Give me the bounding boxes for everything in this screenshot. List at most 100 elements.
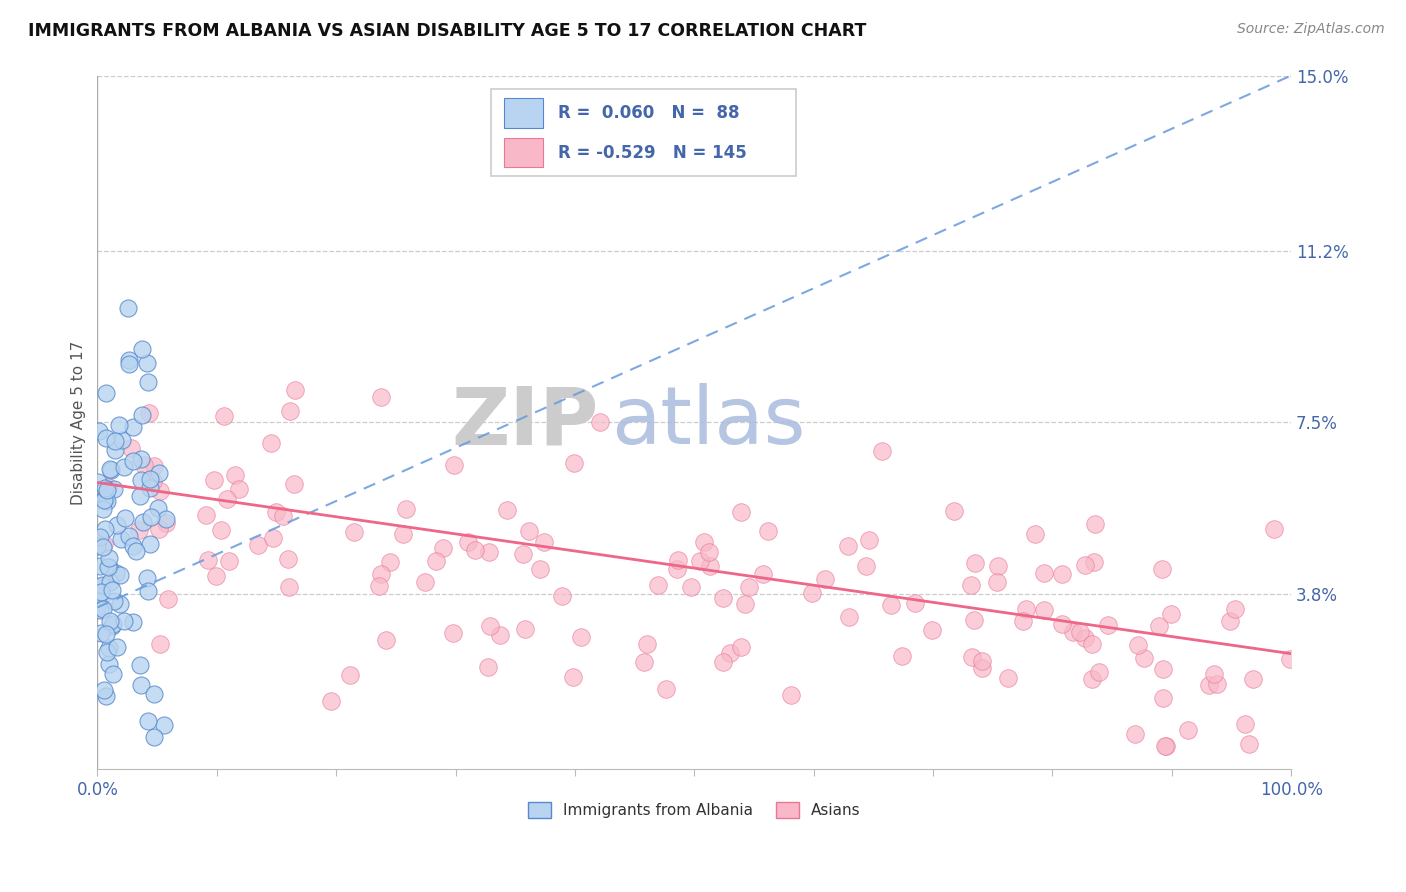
Point bbox=[87, 424, 110, 438]
Point bbox=[94, 492, 117, 507]
Point bbox=[1087, 665, 1109, 679]
Point bbox=[513, 622, 536, 636]
Point bbox=[108, 417, 131, 432]
Point bbox=[93, 683, 115, 698]
Point bbox=[1133, 650, 1156, 665]
Point bbox=[718, 646, 741, 660]
Point bbox=[392, 527, 415, 541]
Point bbox=[121, 454, 143, 468]
Point bbox=[697, 544, 720, 558]
Point bbox=[108, 597, 131, 611]
Point bbox=[1050, 617, 1073, 632]
Point bbox=[1032, 566, 1054, 581]
Point bbox=[277, 552, 299, 566]
Point bbox=[891, 649, 914, 664]
Point bbox=[132, 515, 155, 529]
Point bbox=[104, 434, 127, 448]
Point bbox=[138, 406, 160, 420]
Point bbox=[443, 458, 465, 473]
Point bbox=[111, 433, 134, 447]
Point bbox=[855, 558, 877, 573]
Point bbox=[262, 531, 284, 545]
Point bbox=[1198, 678, 1220, 692]
Point bbox=[97, 550, 120, 565]
Point bbox=[693, 535, 716, 549]
Point bbox=[751, 567, 773, 582]
Point bbox=[96, 645, 118, 659]
Point bbox=[1074, 631, 1097, 645]
Point bbox=[1083, 555, 1105, 569]
Point bbox=[479, 619, 502, 633]
Point bbox=[97, 560, 120, 574]
Point bbox=[103, 482, 125, 496]
Point bbox=[529, 562, 551, 576]
Point bbox=[97, 559, 120, 574]
Point bbox=[457, 535, 479, 549]
Point bbox=[647, 578, 669, 592]
Point bbox=[880, 598, 903, 612]
Point bbox=[1015, 602, 1038, 616]
Point bbox=[1062, 624, 1084, 639]
Point bbox=[367, 579, 389, 593]
Point bbox=[122, 539, 145, 553]
Point bbox=[730, 505, 752, 519]
Point bbox=[215, 491, 238, 506]
Point bbox=[247, 538, 270, 552]
Point bbox=[1123, 727, 1146, 741]
Legend: Immigrants from Albania, Asians: Immigrants from Albania, Asians bbox=[522, 796, 868, 824]
Text: IMMIGRANTS FROM ALBANIA VS ASIAN DISABILITY AGE 5 TO 17 CORRELATION CHART: IMMIGRANTS FROM ALBANIA VS ASIAN DISABIL… bbox=[28, 22, 866, 40]
Point bbox=[1073, 558, 1095, 572]
Point bbox=[96, 494, 118, 508]
Point bbox=[157, 591, 180, 606]
Point bbox=[1223, 602, 1246, 616]
Point bbox=[478, 545, 501, 559]
Point bbox=[689, 554, 711, 568]
Point bbox=[734, 597, 756, 611]
Point bbox=[432, 541, 454, 555]
Point bbox=[97, 480, 120, 494]
Point bbox=[1234, 717, 1257, 731]
Point bbox=[98, 614, 121, 628]
Point bbox=[135, 571, 157, 585]
Point bbox=[278, 580, 301, 594]
Point bbox=[101, 619, 124, 633]
Point bbox=[800, 586, 823, 600]
Point bbox=[91, 541, 114, 555]
Point bbox=[86, 539, 108, 553]
Point bbox=[122, 420, 145, 434]
Point bbox=[112, 614, 135, 628]
Point bbox=[148, 522, 170, 536]
Point bbox=[228, 482, 250, 496]
Point bbox=[90, 589, 112, 603]
Point bbox=[93, 491, 115, 506]
Point bbox=[814, 573, 837, 587]
Point bbox=[730, 640, 752, 654]
Point bbox=[283, 477, 305, 491]
Point bbox=[1050, 567, 1073, 582]
Point bbox=[921, 624, 943, 638]
Point bbox=[960, 649, 983, 664]
Point bbox=[122, 615, 145, 629]
Point bbox=[153, 717, 176, 731]
Point bbox=[738, 580, 761, 594]
Point bbox=[136, 714, 159, 728]
Point bbox=[904, 596, 927, 610]
Point bbox=[569, 630, 592, 644]
Point bbox=[129, 474, 152, 488]
Point bbox=[135, 356, 157, 370]
Point bbox=[131, 409, 153, 423]
Point bbox=[997, 671, 1019, 685]
Point bbox=[209, 523, 232, 537]
Point bbox=[1239, 737, 1261, 751]
Point bbox=[943, 504, 966, 518]
Text: ZIP: ZIP bbox=[451, 384, 599, 461]
Point bbox=[343, 525, 366, 540]
Point bbox=[1084, 517, 1107, 532]
Point bbox=[90, 625, 112, 640]
Point bbox=[1147, 618, 1170, 632]
Point bbox=[378, 555, 401, 569]
Point bbox=[633, 655, 655, 669]
Point bbox=[141, 509, 163, 524]
Point bbox=[118, 353, 141, 368]
Point bbox=[517, 524, 540, 538]
